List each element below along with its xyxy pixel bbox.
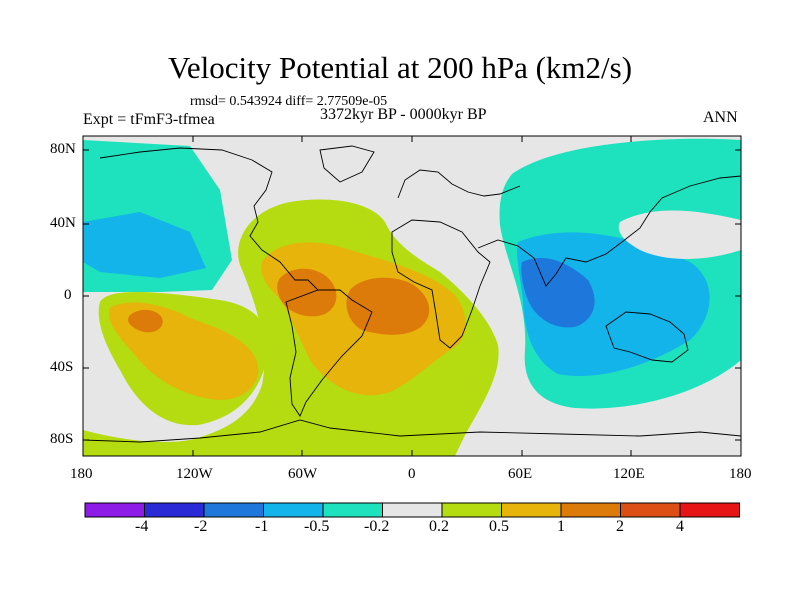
contour-japan-pocket (618, 210, 741, 259)
lon-tick-label: 180 (70, 466, 93, 482)
colorbar-swatch-5 (382, 503, 442, 517)
contour-atlantic-core-east (346, 277, 430, 335)
coast-africa (391, 219, 491, 349)
coast-antarctica (83, 419, 741, 443)
lat-tick-label: 40N (50, 215, 76, 231)
colorbar-swatch-4 (323, 503, 383, 517)
coast-asia (477, 175, 741, 287)
colorbar-label: 1 (557, 518, 565, 535)
colorbar-label: 0.2 (429, 518, 449, 535)
axis-ticks (82, 136, 742, 456)
coast-north-america (99, 147, 319, 291)
contour-field (83, 136, 741, 456)
coast-europe (397, 169, 521, 199)
coast-greenland (319, 145, 375, 183)
colorbar-label: 4 (676, 518, 684, 535)
colorbar-swatch-8 (561, 503, 621, 517)
colorbar-swatch-2 (204, 503, 264, 517)
experiment-label: Expt = tFmF3-tfmea (83, 111, 215, 128)
colorbar-swatch-3 (263, 503, 323, 517)
stats-label: rmsd= 0.543924 diff= 2.77509e-05 (190, 94, 388, 109)
coastlines (83, 145, 741, 443)
lon-tick-label: 120W (176, 466, 213, 482)
colorbar-label: 0.5 (489, 518, 509, 535)
lat-tick-label: 0 (64, 287, 72, 303)
colorbar-label: -4 (135, 518, 149, 535)
season-label: ANN (703, 109, 738, 126)
contour-south-pacific-core (128, 309, 163, 333)
colorbar-label: -0.2 (364, 518, 390, 535)
lat-tick-label: 80S (50, 431, 74, 447)
lat-tick-label: 80N (50, 141, 76, 157)
lon-tick-label: 60E (508, 466, 533, 482)
lon-tick-label: 0 (408, 466, 416, 482)
coast-australia (605, 311, 689, 363)
colorbar-label: -0.5 (304, 518, 330, 535)
contour-indo-pacific-core (521, 258, 595, 328)
period-label: 3372kyr BP - 0000kyr BP (320, 106, 487, 123)
colorbar-label: 2 (616, 518, 624, 535)
coast-south-america (285, 289, 373, 417)
colorbar (84, 502, 740, 518)
lat-tick-label: 40S (50, 359, 74, 375)
colorbar-swatch-9 (620, 503, 680, 517)
lon-tick-label: 120E (613, 466, 645, 482)
colorbar-swatch-7 (501, 503, 561, 517)
colorbar-swatch-0 (85, 503, 145, 517)
lon-tick-label: 60W (288, 466, 318, 482)
map-title: Velocity Potential at 200 hPa (km2/s) (167, 50, 633, 85)
colorbar-label: -1 (255, 518, 269, 535)
contour-north-pacific-inner (83, 212, 206, 278)
colorbar-swatch-6 (442, 503, 502, 517)
lon-tick-label: 180 (729, 466, 752, 482)
contour-atlantic-core-west (277, 268, 337, 317)
colorbar-swatch-10 (680, 503, 740, 517)
colorbar-label: -2 (194, 518, 208, 535)
colorbar-swatch-1 (144, 503, 204, 517)
